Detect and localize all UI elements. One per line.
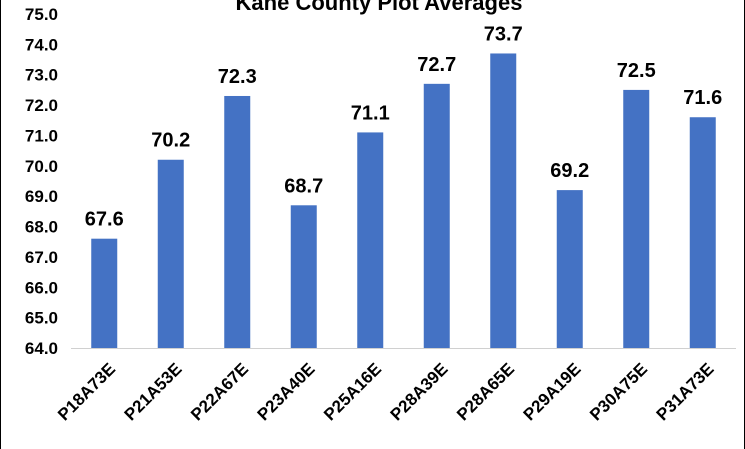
x-tick-label: P29A19E	[520, 359, 585, 424]
y-tick-label: 64.0	[25, 339, 58, 358]
bar	[157, 159, 184, 348]
bar	[290, 205, 317, 348]
bars-group	[91, 53, 716, 349]
x-tick-label: P23A40E	[254, 359, 319, 424]
bar	[91, 238, 118, 348]
data-label: 68.7	[284, 175, 323, 197]
data-label: 73.7	[484, 23, 523, 45]
data-label: 71.6	[683, 87, 722, 109]
y-tick-label: 74.0	[25, 35, 58, 54]
x-tick-label: P30A75E	[586, 359, 651, 424]
y-tick-label: 68.0	[25, 218, 58, 237]
data-label: 71.1	[351, 102, 390, 124]
y-tick-label: 70.0	[25, 157, 58, 176]
x-tick-label: P28A39E	[387, 359, 452, 424]
x-tick-label: P25A16E	[320, 359, 385, 424]
chart-title: Kane County Plot Averages	[236, 0, 523, 15]
bar	[423, 83, 450, 348]
bar	[556, 190, 583, 348]
y-tick-label: 71.0	[25, 126, 58, 145]
data-label: 67.6	[85, 209, 124, 231]
x-axis-tick-labels: P18A73E P21A53E P22A67E P23A40E P25A16E P28A3…	[54, 359, 717, 424]
bar	[490, 53, 517, 349]
data-label: 72.3	[218, 66, 257, 88]
data-label: 69.2	[550, 160, 589, 182]
bar	[689, 117, 716, 349]
data-label: 70.2	[151, 130, 190, 152]
x-tick-label: P31A73E	[653, 359, 718, 424]
y-tick-label: 69.0	[25, 187, 58, 206]
y-tick-label: 75.0	[25, 5, 58, 24]
x-tick-label: P18A73E	[54, 359, 119, 424]
x-tick-label: P21A53E	[121, 359, 186, 424]
y-tick-label: 73.0	[25, 66, 58, 85]
bar	[357, 132, 384, 348]
data-label: 72.5	[617, 60, 656, 82]
bar	[224, 95, 251, 349]
y-tick-label: 67.0	[25, 248, 58, 267]
y-tick-label: 65.0	[25, 309, 58, 328]
y-tick-label: 72.0	[25, 96, 58, 115]
x-tick-label: P28A65E	[453, 359, 518, 424]
data-label: 72.7	[417, 54, 456, 76]
y-axis-ticks: 64.0 65.0 66.0 67.0 68.0 69.0 70.0 71.0 72.0 73.0…	[25, 5, 58, 358]
bar	[623, 89, 650, 348]
data-labels-group: 67.6 70.2 72.3 68.7 71.1 72.7 73.7 69.2 72.5 71.6	[85, 23, 722, 230]
x-tick-label: P22A67E	[187, 359, 252, 424]
y-tick-label: 66.0	[25, 278, 58, 297]
